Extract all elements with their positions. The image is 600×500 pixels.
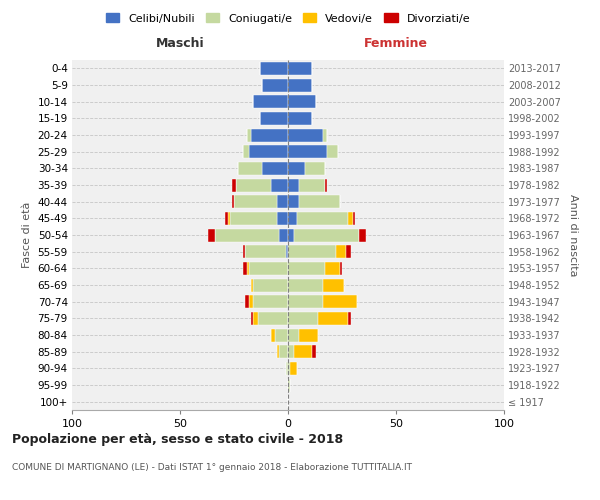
Bar (288, 378, 290, 392)
Bar (234, 195, 277, 208)
Bar (251, 312, 253, 325)
Bar (238, 162, 262, 175)
Bar (262, 78, 288, 92)
Bar (215, 228, 280, 241)
Bar (340, 262, 342, 275)
Bar (288, 178, 299, 192)
Bar (312, 345, 316, 358)
Bar (242, 262, 247, 275)
Bar (288, 78, 312, 92)
Bar (325, 178, 327, 192)
Bar (325, 262, 340, 275)
Bar (288, 245, 335, 258)
Bar (288, 312, 318, 325)
Bar (288, 95, 316, 108)
Bar (249, 262, 288, 275)
Bar (253, 312, 258, 325)
Bar (253, 278, 288, 291)
Bar (286, 245, 288, 258)
Bar (288, 112, 312, 125)
Bar (288, 228, 295, 241)
Bar (208, 228, 215, 241)
Y-axis label: Fasce di età: Fasce di età (22, 202, 32, 268)
Bar (277, 345, 280, 358)
Bar (271, 328, 275, 342)
Text: Femmine: Femmine (364, 37, 428, 50)
Bar (253, 95, 288, 108)
Bar (232, 195, 234, 208)
Bar (318, 312, 349, 325)
Bar (260, 112, 288, 125)
Bar (275, 328, 288, 342)
Bar (249, 295, 253, 308)
Bar (288, 362, 290, 375)
Bar (288, 128, 323, 141)
Bar (349, 212, 353, 225)
Bar (253, 295, 288, 308)
Bar (288, 328, 299, 342)
Bar (242, 245, 245, 258)
Bar (353, 212, 355, 225)
Bar (335, 245, 346, 258)
Bar (286, 362, 288, 375)
Bar (295, 345, 312, 358)
Bar (359, 228, 366, 241)
Legend: Celibi/Nubili, Coniugati/e, Vedovi/e, Divorziati/e: Celibi/Nubili, Coniugati/e, Vedovi/e, Di… (106, 13, 470, 24)
Bar (299, 178, 325, 192)
Text: Popolazione per età, sesso e stato civile - 2018: Popolazione per età, sesso e stato civil… (12, 432, 343, 446)
Bar (290, 362, 296, 375)
Bar (288, 195, 299, 208)
Bar (271, 178, 288, 192)
Bar (288, 145, 327, 158)
Bar (230, 212, 277, 225)
Bar (288, 162, 305, 175)
Bar (288, 62, 312, 75)
Bar (323, 278, 344, 291)
Bar (247, 128, 251, 141)
Bar (288, 212, 296, 225)
Bar (242, 145, 249, 158)
Text: COMUNE DI MARTIGNANO (LE) - Dati ISTAT 1° gennaio 2018 - Elaborazione TUTTITALIA: COMUNE DI MARTIGNANO (LE) - Dati ISTAT 1… (12, 462, 412, 471)
Bar (247, 262, 249, 275)
Bar (327, 145, 338, 158)
Bar (245, 245, 286, 258)
Bar (295, 228, 359, 241)
Bar (299, 195, 340, 208)
Bar (251, 128, 288, 141)
Bar (262, 162, 288, 175)
Bar (305, 162, 325, 175)
Bar (288, 278, 323, 291)
Bar (277, 195, 288, 208)
Bar (258, 312, 288, 325)
Bar (288, 345, 295, 358)
Bar (226, 212, 227, 225)
Bar (288, 262, 325, 275)
Bar (349, 312, 350, 325)
Bar (236, 178, 271, 192)
Bar (251, 278, 253, 291)
Bar (277, 212, 288, 225)
Bar (260, 62, 288, 75)
Bar (227, 212, 230, 225)
Bar (232, 178, 236, 192)
Y-axis label: Anni di nascita: Anni di nascita (568, 194, 578, 276)
Bar (346, 245, 350, 258)
Text: Maschi: Maschi (155, 37, 205, 50)
Bar (299, 328, 318, 342)
Bar (296, 212, 349, 225)
Bar (245, 295, 249, 308)
Bar (280, 228, 288, 241)
Bar (280, 345, 288, 358)
Bar (323, 295, 357, 308)
Bar (288, 295, 323, 308)
Bar (323, 128, 327, 141)
Bar (249, 145, 288, 158)
